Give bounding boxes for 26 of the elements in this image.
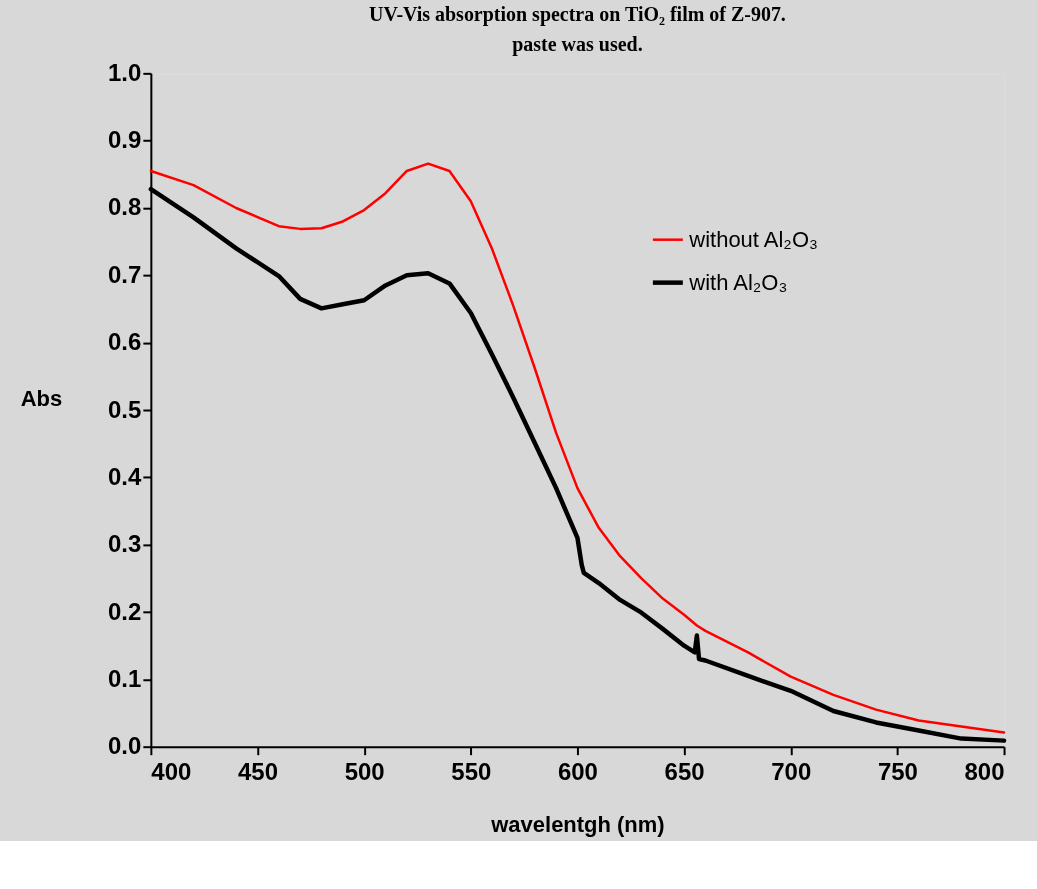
legend-label: with Al₂O₃	[688, 269, 788, 295]
y-tick-label: 0.3	[108, 530, 142, 558]
y-tick-label: 0.6	[108, 328, 142, 356]
chart-subtitle: paste was used.	[512, 33, 643, 57]
y-tick-label: 0.0	[108, 732, 142, 760]
x-tick-label: 700	[771, 758, 812, 786]
y-tick-label: 0.8	[108, 193, 142, 221]
y-tick-label: 0.1	[108, 664, 142, 692]
x-tick-label: 650	[664, 758, 705, 786]
x-tick-label: 550	[451, 758, 492, 786]
y-tick-label: 0.9	[108, 126, 142, 154]
x-tick-label: 500	[344, 758, 385, 786]
y-tick-label: 0.4	[108, 462, 143, 490]
y-tick-label: 1.0	[108, 58, 142, 86]
x-axis-title: wavelentgh (nm)	[490, 812, 665, 838]
x-tick-label: 450	[238, 758, 278, 786]
y-axis-title: Abs	[20, 385, 63, 411]
x-tick-label: 400	[151, 758, 192, 786]
chart-title: UV-Vis absorption spectra on TiO₂ film of Z-907.	[369, 3, 786, 27]
y-tick-label: 0.2	[108, 597, 142, 625]
y-tick-label: 0.5	[108, 395, 142, 423]
x-tick-label: 750	[877, 758, 918, 786]
y-tick-label: 0.7	[108, 260, 142, 288]
x-tick-label: 800	[964, 758, 1005, 786]
legend-label: without Al₂O₃	[688, 226, 818, 252]
x-tick-label: 600	[557, 758, 598, 786]
